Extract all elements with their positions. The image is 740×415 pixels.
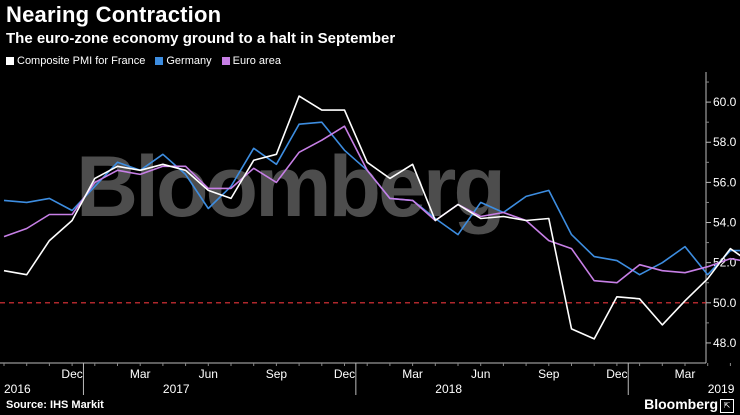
source-note: Source: IHS Markit	[6, 399, 104, 411]
x-tick-label: Sep	[266, 367, 288, 381]
legend-swatch-euro-area	[221, 57, 230, 65]
x-tick-label: Sep	[538, 367, 560, 381]
legend-item-euro-area: Euro area	[221, 55, 281, 67]
legend-label-euro-area: Euro area	[232, 55, 281, 67]
legend-swatch-germany	[155, 57, 164, 65]
y-tick-label: 56.0	[713, 175, 737, 189]
brand-logo: Bloomberg	[644, 396, 718, 412]
x-tick-label: Dec	[334, 367, 355, 381]
y-tick-label: 54.0	[713, 216, 737, 230]
y-tick-label: 48.0	[713, 336, 737, 350]
x-year-label: 2016	[4, 382, 31, 396]
legend: Composite PMI for France Germany Euro ar…	[6, 55, 281, 67]
x-year-label: 2019	[708, 382, 735, 396]
legend-label-france: Composite PMI for France	[17, 55, 146, 67]
y-tick-label: 58.0	[713, 135, 737, 149]
legend-label-germany: Germany	[166, 55, 212, 67]
legend-swatch-france	[6, 57, 14, 65]
x-year-label: 2018	[435, 382, 462, 396]
legend-item-germany: Germany	[155, 55, 212, 67]
legend-item-france: Composite PMI for France	[6, 55, 145, 67]
x-year-label: 2017	[163, 382, 190, 396]
x-tick-label: Mar	[402, 367, 423, 381]
series-line-germany	[3, 121, 740, 276]
y-tick-label: 50.0	[713, 296, 737, 310]
series-line-euro-area	[3, 125, 740, 284]
x-tick-label: Jun	[199, 367, 218, 381]
x-tick-label: Jun	[471, 367, 490, 381]
chart-title: Nearing Contraction	[6, 2, 222, 27]
x-tick-label: Mar	[675, 367, 696, 381]
share-icon[interactable]: ⇱	[720, 399, 734, 413]
x-tick-label: Mar	[130, 367, 151, 381]
chart-subtitle: The euro-zone economy ground to a halt i…	[6, 30, 396, 47]
series-line-france	[3, 95, 740, 340]
x-tick-label: Dec	[606, 367, 627, 381]
x-tick-label: Dec	[61, 367, 82, 381]
y-tick-label: 60.0	[713, 95, 737, 109]
